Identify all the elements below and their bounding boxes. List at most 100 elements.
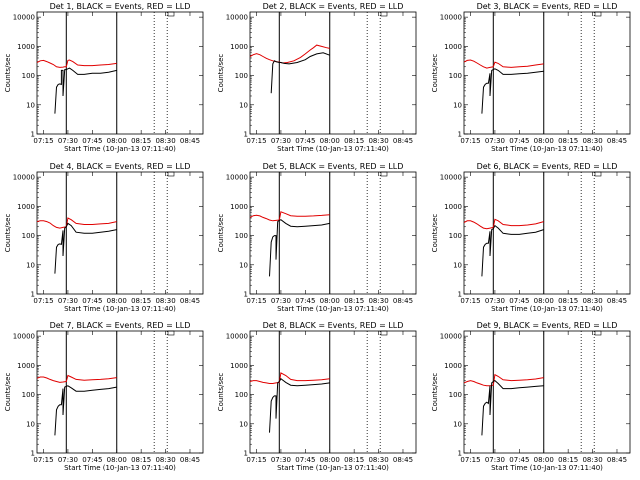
x-tick-label: 08:30 bbox=[368, 456, 388, 464]
y-tick-label: 10000 bbox=[13, 174, 35, 182]
panel-det-2: Det 2, BLACK = Events, RED = LLD 1 10 100 10… bbox=[217, 2, 417, 153]
y-tick-label: 100 bbox=[22, 391, 35, 399]
x-tick-label: 08:00 bbox=[107, 456, 127, 464]
panel-title: Det 8, BLACK = Events, RED = LLD bbox=[263, 321, 404, 330]
top-marker bbox=[594, 171, 602, 177]
plot-frame bbox=[36, 171, 204, 295]
y-tick-label: 1 bbox=[458, 450, 462, 458]
x-axis-label: Start Time (10-Jan-13 07:11:40) bbox=[64, 305, 176, 313]
x-tick-label: 07:45 bbox=[509, 137, 529, 145]
top-marker bbox=[380, 11, 388, 17]
y-tick-label: 10000 bbox=[226, 174, 248, 182]
series-black bbox=[270, 52, 330, 94]
x-tick-label: 07:45 bbox=[295, 297, 315, 305]
y-axis-label: Counts/sec bbox=[4, 373, 12, 412]
x-tick-label: 07:15 bbox=[460, 137, 480, 145]
series-black bbox=[54, 385, 117, 436]
x-tick-label: 08:15 bbox=[344, 137, 364, 145]
plot-frame bbox=[249, 11, 417, 135]
x-tick-label: 08:00 bbox=[534, 297, 554, 305]
plot-frame bbox=[463, 330, 631, 454]
y-tick-label: 100 bbox=[22, 232, 35, 240]
plot-frame bbox=[36, 330, 204, 454]
x-tick-label: 07:15 bbox=[460, 297, 480, 305]
panel-det-6: Det 6, BLACK = Events, RED = LLD 1 10 100 10… bbox=[431, 162, 631, 313]
series-black bbox=[481, 379, 544, 436]
x-tick-label: 07:15 bbox=[246, 137, 266, 145]
x-tick-label: 08:30 bbox=[155, 456, 175, 464]
panel-title: Det 2, BLACK = Events, RED = LLD bbox=[263, 2, 404, 11]
x-tick-label: 08:15 bbox=[344, 297, 364, 305]
plot-frame bbox=[249, 171, 417, 295]
y-tick-label: 100 bbox=[449, 232, 462, 240]
y-axis-label: Counts/sec bbox=[217, 54, 225, 93]
y-tick-label: 100 bbox=[235, 232, 248, 240]
y-tick-label: 10000 bbox=[440, 174, 462, 182]
y-tick-label: 1000 bbox=[444, 43, 462, 51]
y-tick-label: 1000 bbox=[444, 203, 462, 211]
series-red bbox=[249, 211, 330, 222]
top-marker bbox=[167, 11, 175, 17]
series-black bbox=[481, 224, 544, 277]
x-tick-label: 07:30 bbox=[271, 297, 291, 305]
x-tick-label: 08:30 bbox=[155, 297, 175, 305]
series-red bbox=[36, 374, 117, 383]
y-tick-label: 10 bbox=[26, 420, 35, 428]
top-marker bbox=[380, 330, 388, 336]
y-tick-label: 10000 bbox=[13, 14, 35, 22]
y-tick-label: 1000 bbox=[230, 362, 248, 370]
x-tick-label: 08:00 bbox=[107, 297, 127, 305]
x-tick-label: 07:45 bbox=[82, 456, 102, 464]
y-tick-label: 10000 bbox=[226, 14, 248, 22]
x-tick-label: 08:00 bbox=[320, 456, 340, 464]
panel-det-7: Det 7, BLACK = Events, RED = LLD 1 10 100 10… bbox=[4, 321, 204, 472]
panel-det-4: Det 4, BLACK = Events, RED = LLD 1 10 100 10… bbox=[4, 162, 204, 313]
y-tick-label: 100 bbox=[235, 391, 248, 399]
y-tick-label: 100 bbox=[449, 72, 462, 80]
x-tick-label: 07:15 bbox=[33, 137, 53, 145]
y-tick-label: 1000 bbox=[17, 203, 35, 211]
x-tick-label: 07:45 bbox=[82, 297, 102, 305]
x-tick-label: 07:15 bbox=[33, 456, 53, 464]
x-axis-label: Start Time (10-Jan-13 07:11:40) bbox=[491, 464, 603, 472]
y-tick-label: 100 bbox=[235, 72, 248, 80]
x-axis-label: Start Time (10-Jan-13 07:11:40) bbox=[491, 145, 603, 153]
y-tick-label: 1000 bbox=[17, 362, 35, 370]
x-tick-label: 08:00 bbox=[107, 137, 127, 145]
x-tick-label: 08:00 bbox=[320, 297, 340, 305]
panel-title: Det 1, BLACK = Events, RED = LLD bbox=[50, 2, 191, 11]
plot-frame bbox=[36, 11, 204, 135]
x-tick-label: 07:30 bbox=[485, 456, 505, 464]
series-black bbox=[54, 67, 117, 114]
y-tick-label: 1 bbox=[244, 450, 248, 458]
y-tick-label: 10 bbox=[453, 261, 462, 269]
x-tick-label: 08:15 bbox=[131, 297, 151, 305]
x-tick-label: 07:45 bbox=[509, 297, 529, 305]
y-axis-label: Counts/sec bbox=[4, 214, 12, 253]
panel-title: Det 5, BLACK = Events, RED = LLD bbox=[263, 162, 404, 171]
x-tick-label: 08:15 bbox=[558, 297, 578, 305]
x-tick-label: 07:15 bbox=[246, 456, 266, 464]
x-tick-label: 07:45 bbox=[295, 137, 315, 145]
panel-title: Det 3, BLACK = Events, RED = LLD bbox=[477, 2, 618, 11]
y-axis-label: Counts/sec bbox=[217, 214, 225, 253]
y-tick-label: 10 bbox=[239, 261, 248, 269]
x-tick-label: 08:45 bbox=[393, 456, 413, 464]
plot-frame bbox=[463, 171, 631, 295]
panel-title: Det 9, BLACK = Events, RED = LLD bbox=[477, 321, 618, 330]
x-tick-label: 07:15 bbox=[246, 297, 266, 305]
plot-frame bbox=[463, 11, 631, 135]
x-tick-label: 08:45 bbox=[607, 137, 627, 145]
y-tick-label: 10 bbox=[26, 261, 35, 269]
x-tick-label: 08:30 bbox=[368, 137, 388, 145]
x-tick-label: 07:30 bbox=[485, 137, 505, 145]
series-red bbox=[463, 218, 544, 230]
y-axis-label: Counts/sec bbox=[217, 373, 225, 412]
y-axis-label: Counts/sec bbox=[431, 214, 439, 253]
y-tick-label: 1 bbox=[31, 131, 35, 139]
top-marker bbox=[594, 330, 602, 336]
y-tick-label: 1 bbox=[244, 291, 248, 299]
panel-det-9: Det 9, BLACK = Events, RED = LLD 1 10 100 10… bbox=[431, 321, 631, 472]
panel-det-3: Det 3, BLACK = Events, RED = LLD 1 10 100 10… bbox=[431, 2, 631, 153]
